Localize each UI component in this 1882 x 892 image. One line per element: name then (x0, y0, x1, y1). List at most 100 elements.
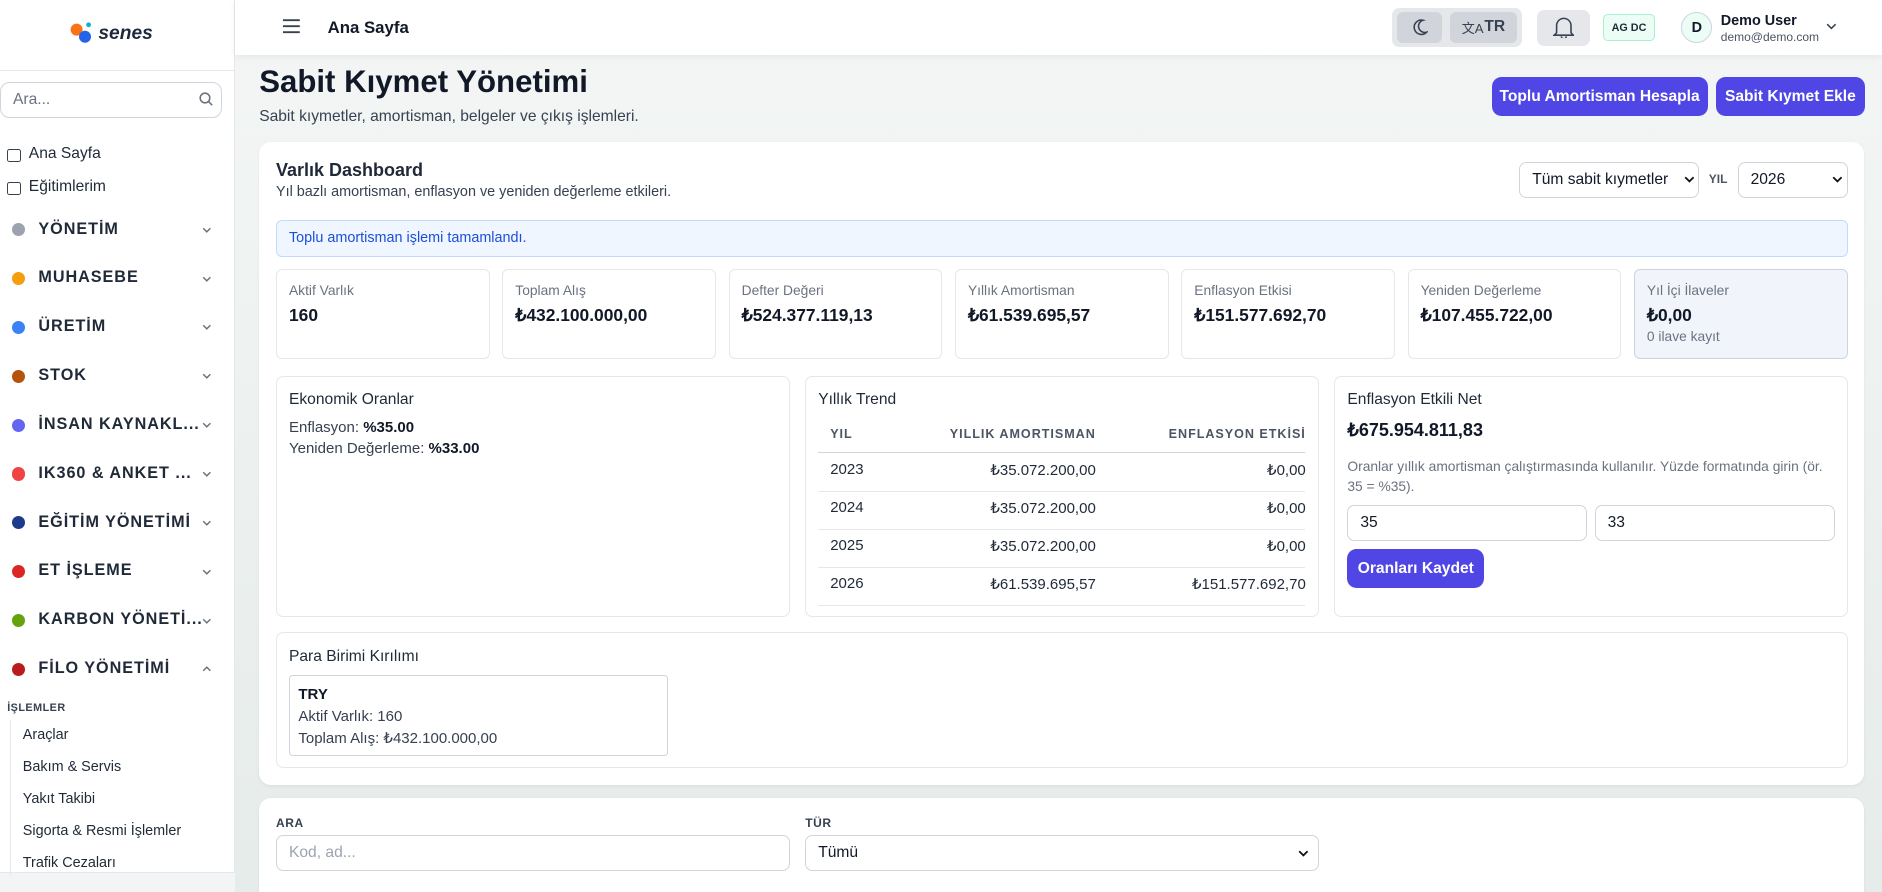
ratio-row: Enflasyon: %35.00 (289, 419, 414, 436)
kpi-value: ₺524.377.119,13 (741, 304, 873, 325)
nav-group[interactable]: ET İŞLEME (38, 561, 133, 580)
input-value: 35 (1360, 513, 1378, 531)
nav-subitem[interactable]: Sigorta & Resmi İşlemler (22, 822, 182, 839)
chevron[interactable] (1826, 23, 1837, 30)
avatar[interactable]: D (1681, 12, 1713, 44)
type-select[interactable]: Tümü (805, 835, 1319, 872)
table-cell: 2025 (830, 536, 864, 554)
kpi-value: ₺61.539.695,57 (967, 304, 1091, 325)
language-toggle[interactable] (1449, 12, 1517, 44)
nav-group[interactable]: MUHASEBE (38, 268, 139, 287)
nav-group[interactable]: İNSAN KAYNAKL... (38, 414, 200, 433)
nav-subitem[interactable]: Trafik Cezaları (22, 854, 116, 871)
save-rates-button[interactable]: Oranları Kaydet (1347, 549, 1485, 588)
ratio-value: %35.00 (363, 418, 415, 436)
row-divider (818, 490, 1306, 492)
chevron (1684, 176, 1694, 184)
kpi-label: Defter Değeri (741, 282, 824, 298)
nav-group[interactable]: IK360 & ANKET ... (38, 463, 192, 482)
page-title: Sabit Kıymet Yönetimi (259, 63, 588, 99)
sidebar-search[interactable]: Ara... (0, 81, 222, 118)
chevron (1832, 176, 1843, 184)
menu-icon[interactable] (283, 19, 300, 34)
group-icon (12, 369, 26, 383)
chevron (202, 618, 211, 624)
search-icon (199, 92, 213, 107)
table-cell: ₺0,00 (1267, 499, 1306, 517)
translate-icon: 文A (1461, 21, 1484, 36)
kpi-label: Aktif Varlık (288, 282, 354, 298)
logo[interactable]: senes (98, 22, 153, 44)
group-icon (12, 613, 26, 628)
search-placeholder: Ara... (13, 90, 51, 108)
nav-group[interactable]: YÖNETİM (38, 219, 119, 238)
table-header: YILLIK AMORTISMAN (949, 426, 1096, 441)
kpi-label: Enflasyon Etkisi (1194, 282, 1292, 298)
nav-group[interactable]: ÜRETİM (38, 317, 107, 336)
chevron (1298, 850, 1309, 857)
add-asset-button[interactable]: Sabit Kıymet Ekle (1716, 76, 1865, 117)
input-value: 33 (1607, 513, 1625, 531)
filter-label: ARA (275, 816, 304, 830)
search-input[interactable]: Kod, ad... (275, 835, 790, 872)
chevron (202, 325, 211, 331)
table-cell: ₺0,00 (1267, 461, 1306, 479)
kpi-value: ₺151.577.692,70 (1194, 304, 1327, 325)
badge[interactable]: AG DC (1603, 14, 1655, 41)
table-cell: ₺151.577.692,70 (1191, 575, 1306, 593)
language: TR (1484, 18, 1506, 35)
notifications[interactable] (1537, 9, 1590, 46)
subheader: İŞLEMLER (7, 702, 66, 714)
nav-subitem[interactable]: Bakım & Servis (22, 759, 122, 776)
ratio-value: %33.00 (428, 439, 480, 457)
kpi-card: Aktif Varlık 160 (275, 268, 490, 359)
nav-group[interactable]: STOK (38, 366, 87, 385)
select-value: Tümü (818, 844, 859, 862)
kpi-card: Yıllık Amortisman ₺61.539.695,57 (954, 268, 1169, 359)
kpi-value: ₺0,00 (1646, 304, 1692, 325)
nav-group[interactable]: KARBON YÖNETİ... (38, 610, 203, 629)
kpi-label: Yeniden Değerleme (1420, 282, 1542, 298)
bulk-depreciation-button[interactable]: Toplu Amortisman Hesapla (1491, 76, 1708, 117)
asset-filter[interactable]: Tüm sabit kıymetler (1519, 161, 1700, 198)
inflation-input[interactable]: 35 (1347, 504, 1588, 541)
chevron (202, 374, 211, 380)
revaluation-input[interactable]: 33 (1594, 504, 1835, 541)
nav-subitem[interactable]: Araçlar (22, 727, 69, 744)
moon-icon (1413, 19, 1428, 36)
year-label: YIL (1708, 171, 1728, 186)
nav-subitem[interactable]: Yakıt Takibi (22, 791, 96, 808)
nav-group[interactable]: EĞİTİM YÖNETİMİ (38, 512, 191, 531)
nav-link[interactable]: Eğitimlerim (28, 178, 106, 196)
nav-icon (7, 148, 22, 162)
table-cell: ₺35.072.200,00 (990, 537, 1096, 555)
kpi-card: Enflasyon Etkisi ₺151.577.692,70 (1181, 268, 1395, 359)
group-icon (12, 272, 26, 286)
asset-filter-value: Tüm sabit kıymetler (1532, 170, 1669, 188)
nav-group[interactable]: FİLO YÖNETİMİ (38, 659, 171, 678)
chevron (202, 227, 211, 233)
year-select[interactable]: 2026 (1737, 161, 1848, 198)
nav-link[interactable]: Ana Sayfa (28, 145, 101, 163)
filter-label: TÜR (805, 816, 832, 830)
description: Oranlar yıllık amortisman çalıştırmasınd… (1347, 458, 1823, 495)
alert: Toplu amortisman işlemi tamamlandı. (275, 219, 1848, 257)
chevron (202, 276, 211, 282)
panel-title: Para Birimi Kırılımı (288, 647, 419, 665)
kpi-value: ₺432.100.000,00 (515, 304, 648, 325)
group-icon (12, 320, 26, 335)
sub-rail (9, 720, 11, 876)
currency-panel: Para Birimi Kırılımı TRY Aktif Varlık: 16… (275, 632, 1848, 768)
kpi-card: Yeniden Değerleme ₺107.455.722,00 (1407, 268, 1622, 359)
sidebar: senes Ara... Ana Sayfa Eğitimlerim YÖNETİM… (0, 0, 236, 892)
row-divider (818, 566, 1306, 568)
top-bar: Ana Sayfa 文A TR AG DC D Demo User demo@d… (235, 0, 1882, 56)
panel-title: Yıllık Trend (818, 390, 897, 408)
year-value: 2026 (1750, 170, 1786, 188)
group-icon (12, 565, 26, 579)
panel-title: Enflasyon Etkili Net (1347, 390, 1482, 408)
placeholder: Kod, ad... (288, 844, 356, 862)
table-header: ENFLASYON ETKİSİ (1168, 426, 1306, 441)
ratio-label: Enflasyon: (288, 418, 360, 436)
